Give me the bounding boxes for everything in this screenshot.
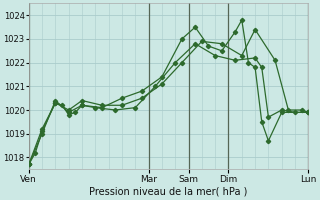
- X-axis label: Pression niveau de la mer( hPa ): Pression niveau de la mer( hPa ): [89, 187, 248, 197]
